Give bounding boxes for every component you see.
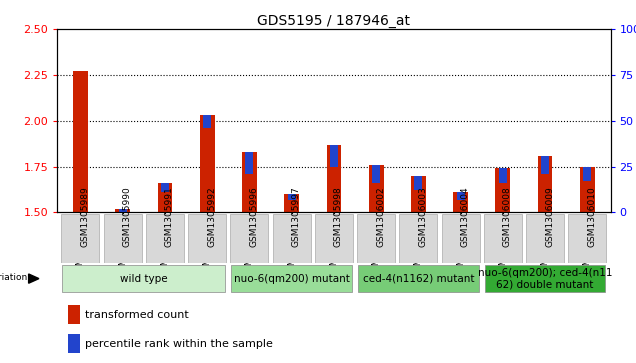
FancyBboxPatch shape: [315, 214, 353, 263]
Bar: [68, 334, 81, 353]
FancyBboxPatch shape: [358, 265, 479, 293]
Bar: [453, 192, 468, 212]
FancyBboxPatch shape: [441, 214, 480, 263]
FancyBboxPatch shape: [62, 265, 225, 293]
Bar: [330, 144, 338, 167]
Text: genotype/variation: genotype/variation: [0, 273, 27, 282]
FancyBboxPatch shape: [188, 214, 226, 263]
Bar: [161, 183, 169, 192]
Text: GSM1305990: GSM1305990: [123, 186, 132, 247]
FancyBboxPatch shape: [230, 214, 268, 263]
FancyBboxPatch shape: [526, 214, 564, 263]
Polygon shape: [29, 274, 39, 283]
Bar: [73, 71, 88, 212]
FancyBboxPatch shape: [485, 265, 605, 293]
FancyBboxPatch shape: [273, 214, 310, 263]
Bar: [119, 209, 127, 212]
Text: GSM1305997: GSM1305997: [292, 186, 301, 247]
FancyBboxPatch shape: [232, 265, 352, 293]
FancyBboxPatch shape: [569, 214, 606, 263]
Bar: [158, 183, 172, 212]
Bar: [541, 155, 549, 174]
Bar: [457, 192, 465, 200]
Bar: [242, 152, 257, 212]
Text: GSM1306003: GSM1306003: [418, 186, 427, 247]
Bar: [203, 115, 211, 128]
Text: GSM1305992: GSM1305992: [207, 186, 216, 247]
Text: GSM1306004: GSM1306004: [460, 186, 469, 247]
Text: GSM1306010: GSM1306010: [587, 186, 597, 247]
Bar: [287, 194, 296, 200]
Text: GSM1305996: GSM1305996: [249, 186, 258, 247]
Text: GSM1305998: GSM1305998: [334, 186, 343, 247]
Bar: [372, 165, 380, 183]
Bar: [411, 176, 425, 212]
Text: ced-4(n1162) mutant: ced-4(n1162) mutant: [363, 274, 474, 284]
Text: GSM1306009: GSM1306009: [545, 186, 554, 247]
FancyBboxPatch shape: [399, 214, 438, 263]
FancyBboxPatch shape: [357, 214, 395, 263]
Bar: [414, 176, 422, 190]
Bar: [369, 165, 384, 212]
Text: percentile rank within the sample: percentile rank within the sample: [85, 339, 273, 348]
Bar: [583, 167, 591, 181]
Bar: [499, 168, 507, 183]
Bar: [115, 209, 130, 212]
Bar: [200, 115, 214, 212]
Bar: [537, 155, 553, 212]
Text: GSM1305989: GSM1305989: [81, 186, 90, 247]
FancyBboxPatch shape: [62, 214, 99, 263]
Bar: [68, 305, 81, 324]
Text: GSM1306002: GSM1306002: [376, 186, 385, 247]
Bar: [495, 168, 510, 212]
Text: GSM1305991: GSM1305991: [165, 186, 174, 247]
Text: GSM1306008: GSM1306008: [503, 186, 512, 247]
FancyBboxPatch shape: [146, 214, 184, 263]
Bar: [326, 144, 342, 212]
FancyBboxPatch shape: [104, 214, 142, 263]
Text: transformed count: transformed count: [85, 310, 189, 320]
Title: GDS5195 / 187946_at: GDS5195 / 187946_at: [258, 14, 410, 28]
Text: nuo-6(qm200); ced-4(n11
62) double mutant: nuo-6(qm200); ced-4(n11 62) double mutan…: [478, 268, 612, 289]
Text: nuo-6(qm200) mutant: nuo-6(qm200) mutant: [233, 274, 350, 284]
Bar: [284, 194, 299, 212]
FancyBboxPatch shape: [484, 214, 522, 263]
Bar: [245, 152, 254, 174]
Text: wild type: wild type: [120, 274, 168, 284]
Bar: [580, 167, 595, 212]
